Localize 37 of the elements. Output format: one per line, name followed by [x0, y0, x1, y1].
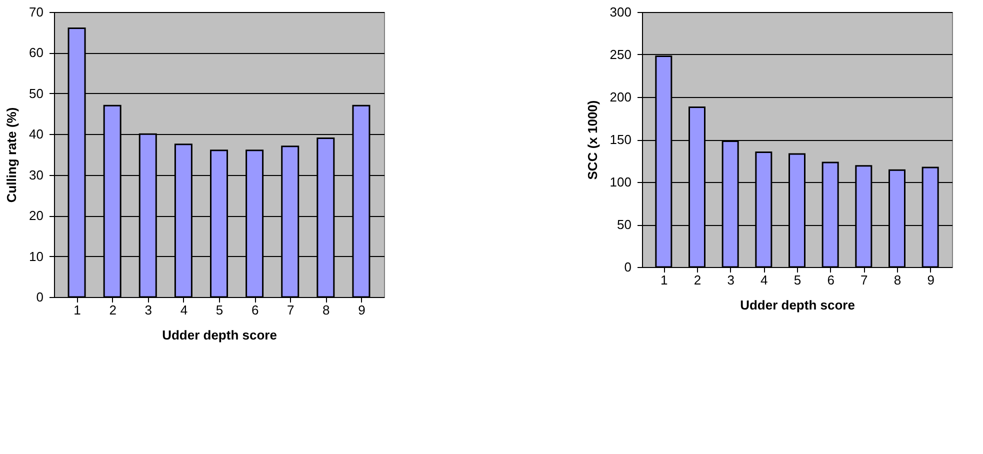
x-tick-label: 9	[927, 272, 934, 288]
x-tick-label: 4	[180, 302, 188, 318]
x-tick-label: 2	[109, 302, 116, 318]
x-tick-label: 7	[286, 302, 294, 318]
x-tick-label: 6	[827, 272, 834, 288]
x-tick-label: 8	[894, 272, 902, 288]
y-tick-label: 0	[36, 290, 44, 304]
y-tick-label: 150	[610, 132, 632, 147]
y-tick-label: 10	[29, 248, 44, 264]
y-tick-label: 50	[29, 86, 44, 101]
y-tick-label: 60	[29, 45, 44, 60]
x-tick-label: 3	[727, 272, 734, 288]
x-axis-title: Udder depth score	[740, 298, 855, 312]
y-tick-label: 40	[29, 126, 44, 142]
x-tick-label: 8	[322, 302, 330, 318]
x-tick-label: 9	[358, 302, 366, 318]
y-axis-title: Culling rate (%)	[4, 107, 20, 203]
y-tick-label: 0	[624, 260, 632, 274]
y-tick-label: 300	[610, 4, 632, 20]
x-tick-label: 4	[760, 272, 768, 288]
x-tick-label: 2	[694, 272, 702, 288]
x-axis-title: Udder depth score	[162, 328, 277, 342]
y-axis-title: SCC (x 1000)	[584, 100, 600, 180]
x-tick-label: 1	[660, 272, 668, 288]
x-tick-label: 5	[794, 272, 802, 288]
x-tick-label: 5	[216, 302, 224, 318]
x-tick-label: 7	[860, 272, 868, 288]
y-tick-label: 50	[617, 217, 632, 232]
x-tick-label: 6	[251, 302, 259, 318]
y-tick-label: 70	[29, 4, 44, 20]
y-tick-label: 200	[610, 90, 632, 104]
y-tick-label: 250	[610, 47, 632, 62]
x-tick-label: 1	[74, 302, 81, 318]
y-tick-label: 20	[29, 208, 44, 224]
y-tick-label: 30	[29, 167, 44, 182]
y-tick-label: 100	[610, 174, 632, 190]
x-tick-label: 3	[144, 302, 152, 318]
